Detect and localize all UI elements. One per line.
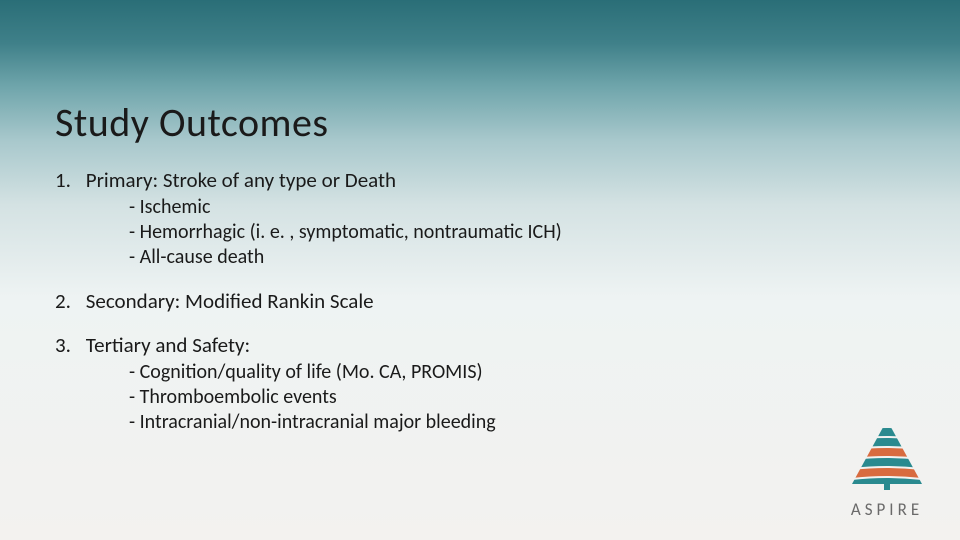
outcome-heading: 2. Secondary: Modified Rankin Scale — [55, 288, 920, 314]
slide-title: Study Outcomes — [55, 98, 920, 147]
outcome-heading: 1. Primary: Stroke of any type or Death — [55, 167, 920, 193]
list-item: 3. Tertiary and Safety: - Cognition/qual… — [55, 332, 920, 435]
sub-item: - Cognition/quality of life (Mo. CA, PRO… — [129, 360, 920, 385]
outcome-sublist: - Ischemic - Hemorrhagic (i. e. , sympto… — [129, 195, 920, 270]
outcome-number: 3. — [55, 332, 81, 358]
sub-item: - Ischemic — [129, 195, 920, 220]
outcome-label: Tertiary and Safety: — [86, 332, 250, 358]
outcome-sublist: - Cognition/quality of life (Mo. CA, PRO… — [129, 360, 920, 435]
logo-text: ASPIRE — [848, 499, 926, 520]
logo-tree-icon — [848, 418, 926, 490]
aspire-logo: ASPIRE — [848, 418, 926, 520]
sub-item: - Thromboembolic events — [129, 385, 920, 410]
list-item: 2. Secondary: Modified Rankin Scale — [55, 288, 920, 314]
sub-item: - All-cause death — [129, 245, 920, 270]
outcome-label: Secondary: Modified Rankin Scale — [86, 288, 374, 314]
list-item: 1. Primary: Stroke of any type or Death … — [55, 167, 920, 270]
sub-item: - Intracranial/non-intracranial major bl… — [129, 410, 920, 435]
sub-item: - Hemorrhagic (i. e. , symptomatic, nont… — [129, 220, 920, 245]
outcome-heading: 3. Tertiary and Safety: — [55, 332, 920, 358]
slide-content: Study Outcomes 1. Primary: Stroke of any… — [55, 98, 920, 453]
outcomes-list: 1. Primary: Stroke of any type or Death … — [55, 167, 920, 435]
outcome-number: 1. — [55, 167, 81, 193]
outcome-number: 2. — [55, 288, 81, 314]
outcome-label: Primary: Stroke of any type or Death — [86, 167, 396, 193]
